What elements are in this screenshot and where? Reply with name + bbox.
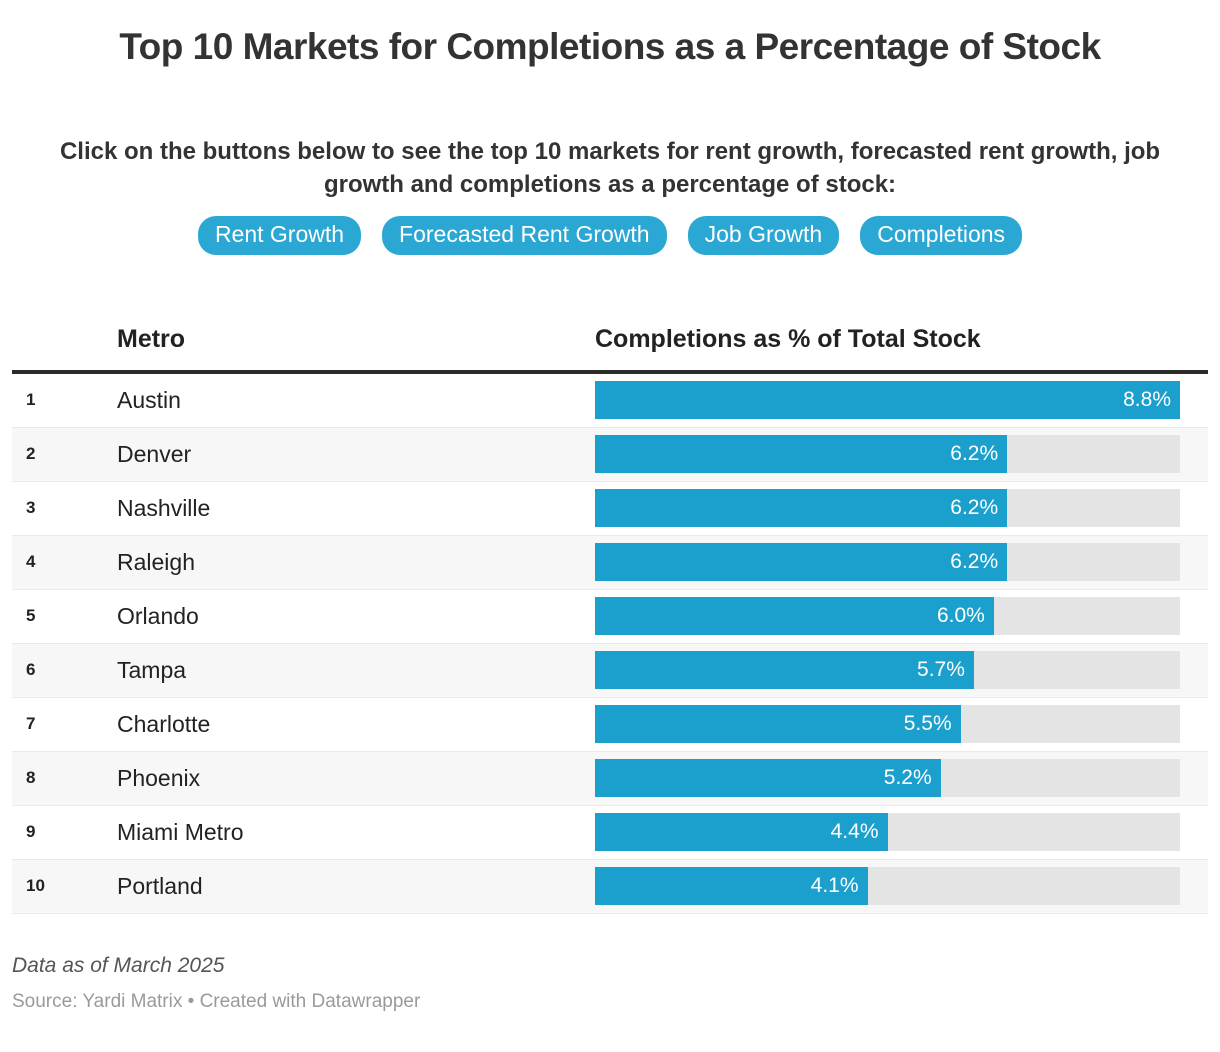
- bar-track: 6.2%: [595, 435, 1180, 474]
- table-row: 7 Charlotte 5.5%: [12, 698, 1208, 752]
- rank-label: 6: [26, 660, 36, 680]
- value-column-header: Completions as % of Total Stock: [595, 324, 981, 353]
- table-row: 10 Portland 4.1%: [12, 859, 1208, 914]
- bar-cell: 5.7%: [595, 651, 1208, 690]
- bar: 6.2%: [595, 489, 1008, 528]
- rank-label: 3: [26, 498, 36, 518]
- chart-subtitle: Click on the buttons below to see the to…: [59, 137, 1161, 199]
- rank-label: 1: [26, 390, 36, 410]
- bar-track: 4.4%: [595, 813, 1180, 852]
- dataset-button[interactable]: Completions: [860, 215, 1023, 255]
- bar-value-label: 6.0%: [936, 604, 985, 628]
- metro-label: Nashville: [117, 494, 211, 521]
- source-line: Source: Yardi Matrix • Created with Data…: [12, 990, 421, 1012]
- rank-label: 4: [26, 552, 36, 572]
- bar-cell: 6.2%: [595, 489, 1208, 528]
- table-body: 1 Austin 8.8% 2 Denver 6.2% 3 Nashville: [12, 374, 1208, 914]
- dataset-button-group: Rent Growth Forecasted Rent Growth Job G…: [0, 215, 1220, 255]
- table-row: 8 Phoenix 5.2%: [12, 751, 1208, 806]
- metro-label: Tampa: [117, 656, 187, 683]
- rank-label: 8: [26, 768, 36, 788]
- metro-label: Miami Metro: [117, 818, 244, 845]
- table-row: 6 Tampa 5.7%: [12, 643, 1208, 698]
- bar-value-label: 8.8%: [1123, 388, 1171, 412]
- metro-label: Denver: [117, 440, 192, 467]
- bar-track: 5.7%: [595, 651, 1180, 690]
- table-row: 2 Denver 6.2%: [12, 427, 1208, 482]
- dataset-button[interactable]: Forecasted Rent Growth: [382, 215, 667, 255]
- page-title: Top 10 Markets for Completions as a Perc…: [119, 26, 1101, 67]
- dataset-button[interactable]: Rent Growth: [197, 215, 362, 255]
- rank-label: 2: [26, 444, 36, 464]
- table-row: 4 Raleigh 6.2%: [12, 535, 1208, 590]
- table-header-row: Metro Completions as % of Total Stock: [12, 325, 1208, 370]
- rank-label: 7: [26, 714, 36, 734]
- rank-label: 9: [26, 822, 36, 842]
- table-row: 3 Nashville 6.2%: [12, 482, 1208, 536]
- metro-label: Austin: [117, 386, 181, 413]
- bar-cell: 5.5%: [595, 705, 1208, 744]
- metro-label: Raleigh: [117, 548, 195, 575]
- metro-label: Charlotte: [117, 710, 211, 737]
- table-row: 9 Miami Metro 4.4%: [12, 806, 1208, 860]
- table-row: 1 Austin 8.8%: [12, 374, 1208, 428]
- bar-cell: 6.2%: [595, 543, 1208, 582]
- dataset-button[interactable]: Job Growth: [687, 215, 840, 255]
- rank-label: 5: [26, 606, 36, 626]
- bar: 8.8%: [595, 381, 1180, 420]
- bar-cell: 5.2%: [595, 759, 1208, 798]
- bar: 4.4%: [595, 813, 888, 852]
- bar: 5.7%: [595, 651, 974, 690]
- bar-track: 5.5%: [595, 705, 1180, 744]
- header-divider: [12, 369, 1208, 374]
- bar-value-label: 5.5%: [903, 712, 952, 736]
- bar-track: 6.2%: [595, 543, 1180, 582]
- table-row: 5 Orlando 6.0%: [12, 590, 1208, 644]
- bar-cell: 6.2%: [595, 435, 1208, 474]
- bar: 6.2%: [595, 543, 1008, 582]
- bar: 6.2%: [595, 435, 1008, 474]
- bar-cell: 4.4%: [595, 813, 1208, 852]
- bar-value-label: 4.4%: [830, 820, 879, 844]
- bar-cell: 6.0%: [595, 597, 1208, 636]
- bar: 4.1%: [595, 867, 868, 906]
- bar-track: 8.8%: [595, 381, 1180, 420]
- metro-label: Portland: [117, 872, 203, 899]
- rank-label: 10: [26, 876, 45, 896]
- metro-column-header: Metro: [117, 324, 186, 353]
- bar-chart-table: Metro Completions as % of Total Stock 1 …: [12, 325, 1208, 914]
- bar-value-label: 5.2%: [883, 766, 932, 790]
- bar-track: 4.1%: [595, 867, 1180, 906]
- bar-track: 5.2%: [595, 759, 1180, 798]
- bar-value-label: 6.2%: [950, 550, 999, 574]
- metro-label: Phoenix: [117, 764, 201, 791]
- metro-label: Orlando: [117, 602, 199, 629]
- bar-track: 6.2%: [595, 489, 1180, 528]
- bar: 5.5%: [595, 705, 961, 744]
- bar-track: 6.0%: [595, 597, 1180, 636]
- bar: 6.0%: [595, 597, 994, 636]
- bar-value-label: 4.1%: [810, 874, 859, 898]
- bar-value-label: 6.2%: [950, 442, 999, 466]
- data-note: Data as of March 2025: [12, 953, 225, 977]
- bar-value-label: 6.2%: [950, 496, 999, 520]
- chart-footer: Data as of March 2025 Source: Yardi Matr…: [12, 954, 1208, 1013]
- bar-cell: 8.8%: [595, 381, 1208, 420]
- bar-cell: 4.1%: [595, 867, 1208, 906]
- bar: 5.2%: [595, 759, 941, 798]
- bar-value-label: 5.7%: [917, 658, 965, 682]
